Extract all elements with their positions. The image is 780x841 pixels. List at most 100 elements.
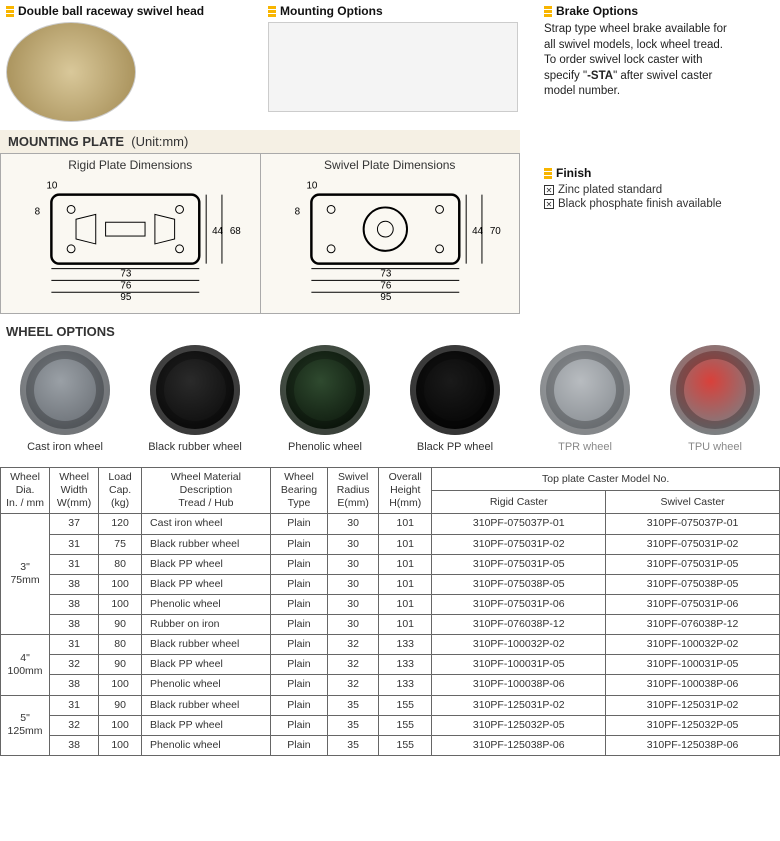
cell-swivel: 310PF-075031P-06 — [606, 594, 780, 614]
finish-option: ✕ Zinc plated standard — [544, 184, 722, 196]
cell-width: 38 — [50, 574, 99, 594]
cell-rigid: 310PF-076038P-12 — [432, 615, 606, 635]
cell-width: 38 — [50, 675, 99, 695]
wheel-item: TPR wheel — [532, 345, 638, 453]
wheel-image — [670, 345, 760, 435]
th-dia: WheelDia.In. / mm — [1, 468, 50, 514]
cell-load: 100 — [99, 594, 142, 614]
cell-load: 100 — [99, 574, 142, 594]
cell-load: 100 — [99, 715, 142, 735]
svg-text:68: 68 — [230, 226, 241, 237]
table-row: 3290Black PP wheelPlain32133310PF-100031… — [1, 655, 780, 675]
cell-material: Black rubber wheel — [142, 534, 271, 554]
rigid-plate-diagram: 10 8 44 68 73 76 95 — [7, 174, 254, 304]
table-row: 38100Phenolic wheelPlain35155310PF-12503… — [1, 735, 780, 755]
cell-swivel: 310PF-100038P-06 — [606, 675, 780, 695]
wheel-label: TPU wheel — [662, 441, 768, 453]
cell-radius: 30 — [328, 554, 379, 574]
cell-material: Rubber on iron — [142, 615, 271, 635]
cell-bearing: Plain — [270, 695, 327, 715]
brake-line: model number. — [544, 84, 774, 100]
svg-text:10: 10 — [46, 181, 57, 192]
wheel-row: Cast iron wheelBlack rubber wheelPhenoli… — [6, 345, 774, 453]
cell-radius: 32 — [328, 675, 379, 695]
svg-text:70: 70 — [489, 226, 500, 237]
cell-height: 101 — [379, 534, 432, 554]
svg-text:10: 10 — [306, 181, 317, 192]
wheel-label: Phenolic wheel — [272, 441, 378, 453]
mounting-title: Mounting Options — [268, 4, 528, 18]
table-row: 3890Rubber on ironPlain30101310PF-076038… — [1, 615, 780, 635]
table-row: 38100Phenolic wheelPlain30101310PF-07503… — [1, 594, 780, 614]
mid-region: MOUNTING PLATE (Unit:mm) Rigid Plate Dim… — [0, 126, 780, 314]
cell-radius: 35 — [328, 695, 379, 715]
cell-dia: 3"75mm — [1, 514, 50, 635]
cell-dia: 5"125mm — [1, 695, 50, 755]
cell-rigid: 310PF-075031P-05 — [432, 554, 606, 574]
cell-bearing: Plain — [270, 715, 327, 735]
cell-width: 32 — [50, 655, 99, 675]
cell-radius: 30 — [328, 615, 379, 635]
mounting-label: Mounting Options — [280, 4, 383, 18]
cell-bearing: Plain — [270, 554, 327, 574]
cell-height: 101 — [379, 574, 432, 594]
bars-icon — [544, 168, 552, 179]
cell-material: Phenolic wheel — [142, 735, 271, 755]
cell-swivel: 310PF-100032P-02 — [606, 635, 780, 655]
cell-material: Black rubber wheel — [142, 635, 271, 655]
cell-width: 38 — [50, 594, 99, 614]
cell-load: 75 — [99, 534, 142, 554]
finish-label: Finish — [556, 166, 591, 180]
wheel-image — [540, 345, 630, 435]
cell-bearing: Plain — [270, 655, 327, 675]
wheel-item: Phenolic wheel — [272, 345, 378, 453]
cell-height: 101 — [379, 514, 432, 534]
cell-radius: 30 — [328, 534, 379, 554]
cell-height: 155 — [379, 695, 432, 715]
cell-bearing: Plain — [270, 735, 327, 755]
cell-height: 101 — [379, 615, 432, 635]
cell-width: 32 — [50, 715, 99, 735]
spec-table-head: WheelDia.In. / mm WheelWidthW(mm) LoadCa… — [1, 468, 780, 514]
svg-text:73: 73 — [120, 268, 131, 279]
cell-dia: 4"100mm — [1, 635, 50, 695]
wheel-options-section: WHEEL OPTIONS Cast iron wheelBlack rubbe… — [0, 314, 780, 459]
cell-bearing: Plain — [270, 534, 327, 554]
cell-swivel: 310PF-076038P-12 — [606, 615, 780, 635]
cell-swivel: 310PF-125031P-02 — [606, 695, 780, 715]
wheel-label: Black rubber wheel — [142, 441, 248, 453]
wheel-image — [280, 345, 370, 435]
cell-material: Black rubber wheel — [142, 695, 271, 715]
cell-bearing: Plain — [270, 635, 327, 655]
cell-rigid: 310PF-100031P-05 — [432, 655, 606, 675]
wheel-item: Black rubber wheel — [142, 345, 248, 453]
swivel-head-image — [6, 22, 136, 122]
brake-line: Strap type wheel brake available for — [544, 22, 774, 38]
cell-load: 100 — [99, 675, 142, 695]
brake-body: Strap type wheel brake available for all… — [544, 22, 774, 100]
bars-icon — [6, 6, 14, 17]
cell-load: 90 — [99, 655, 142, 675]
cell-width: 31 — [50, 635, 99, 655]
cell-rigid: 310PF-125031P-02 — [432, 695, 606, 715]
cell-swivel: 310PF-075038P-05 — [606, 574, 780, 594]
table-row: 3"75mm37120Cast iron wheelPlain30101310P… — [1, 514, 780, 534]
th-radius: SwivelRadiusE(mm) — [328, 468, 379, 514]
th-bearing: WheelBearingType — [270, 468, 327, 514]
cell-material: Black PP wheel — [142, 574, 271, 594]
cell-load: 90 — [99, 615, 142, 635]
brake-section: Brake Options Strap type wheel brake ava… — [540, 4, 774, 122]
cell-load: 90 — [99, 695, 142, 715]
cell-radius: 35 — [328, 715, 379, 735]
wheel-image — [410, 345, 500, 435]
svg-text:95: 95 — [120, 292, 131, 303]
cell-height: 155 — [379, 735, 432, 755]
table-row: 3175Black rubber wheelPlain30101310PF-07… — [1, 534, 780, 554]
swivel-plate-panel: Swivel Plate Dimensions 10 8 44 70 73 76… — [260, 154, 520, 313]
th-material: Wheel MaterialDescriptionTread / Hub — [142, 468, 271, 514]
spec-table: WheelDia.In. / mm WheelWidthW(mm) LoadCa… — [0, 467, 780, 756]
cell-radius: 32 — [328, 655, 379, 675]
brake-line: specify "-STA" after swivel caster — [544, 69, 774, 85]
rigid-plate-panel: Rigid Plate Dimensions 10 8 44 68 73 76 … — [1, 154, 260, 313]
cell-swivel: 310PF-125032P-05 — [606, 715, 780, 735]
